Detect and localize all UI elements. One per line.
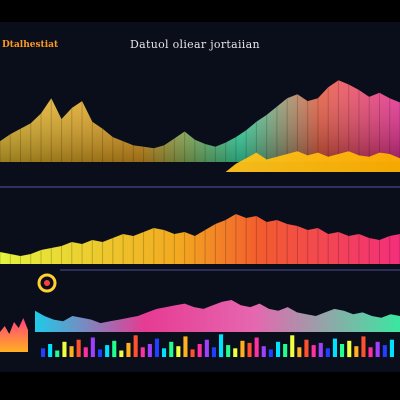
bar-25 [219,334,224,358]
bar-9 [105,345,110,357]
series-area [35,300,400,332]
bar-8 [98,349,103,357]
bar-23 [204,339,209,357]
bar-36 [297,347,302,358]
bar-14 [140,347,145,358]
bar-37 [304,339,309,357]
bar-45 [361,336,366,357]
bar-32 [268,349,273,357]
bar-15 [147,344,152,357]
bar-30 [254,337,259,357]
bar-40 [325,348,330,357]
bottom-bar-chart [41,334,394,358]
bar-28 [240,340,245,358]
series-area-shade [0,80,400,162]
brand-label: Dtalhestiat [2,40,59,50]
page-title: Datuol oliear jortaiian [130,38,260,51]
dashboard-frame: Dtalhestiat Datuol oliear jortaiian [0,22,400,372]
bar-12 [126,342,131,357]
bar-42 [340,344,345,357]
bar-24 [211,347,216,358]
bar-21 [190,349,195,357]
bar-31 [261,346,266,357]
bar-46 [368,347,373,358]
bar-10 [112,340,117,358]
bottom-area-chart [35,300,400,332]
bar-22 [197,344,202,357]
bar-35 [290,335,295,357]
bar-13 [133,335,138,357]
bar-7 [90,337,95,357]
donut-indicator [37,273,57,293]
bar-41 [332,338,337,357]
top-area-chart [0,80,400,172]
bar-3 [62,341,67,357]
bar-38 [311,345,316,357]
bar-34 [283,344,288,357]
bar-2 [55,350,60,357]
bar-47 [375,341,380,357]
series-area [0,318,28,352]
chart-canvas [0,80,400,358]
series-area [0,214,400,264]
bar-17 [162,348,167,357]
bar-18 [169,341,174,357]
bar-49 [389,339,394,357]
bar-4 [69,346,74,357]
bar-0 [41,348,46,357]
bar-5 [76,339,81,357]
donut-center [44,280,50,286]
bar-29 [247,342,252,357]
series-area-secondary [0,151,400,172]
bar-1 [48,344,53,357]
bar-44 [354,346,359,357]
bar-26 [226,345,231,357]
bar-33 [276,341,281,357]
middle-area-chart [0,214,400,264]
inset-area-chart [0,318,28,352]
bar-16 [154,338,159,357]
bar-27 [233,348,238,357]
bar-43 [347,340,352,358]
bar-39 [318,342,323,357]
bar-48 [382,345,387,357]
bar-19 [176,346,181,357]
bar-11 [119,350,124,357]
bar-20 [183,336,188,357]
bar-6 [83,347,88,358]
